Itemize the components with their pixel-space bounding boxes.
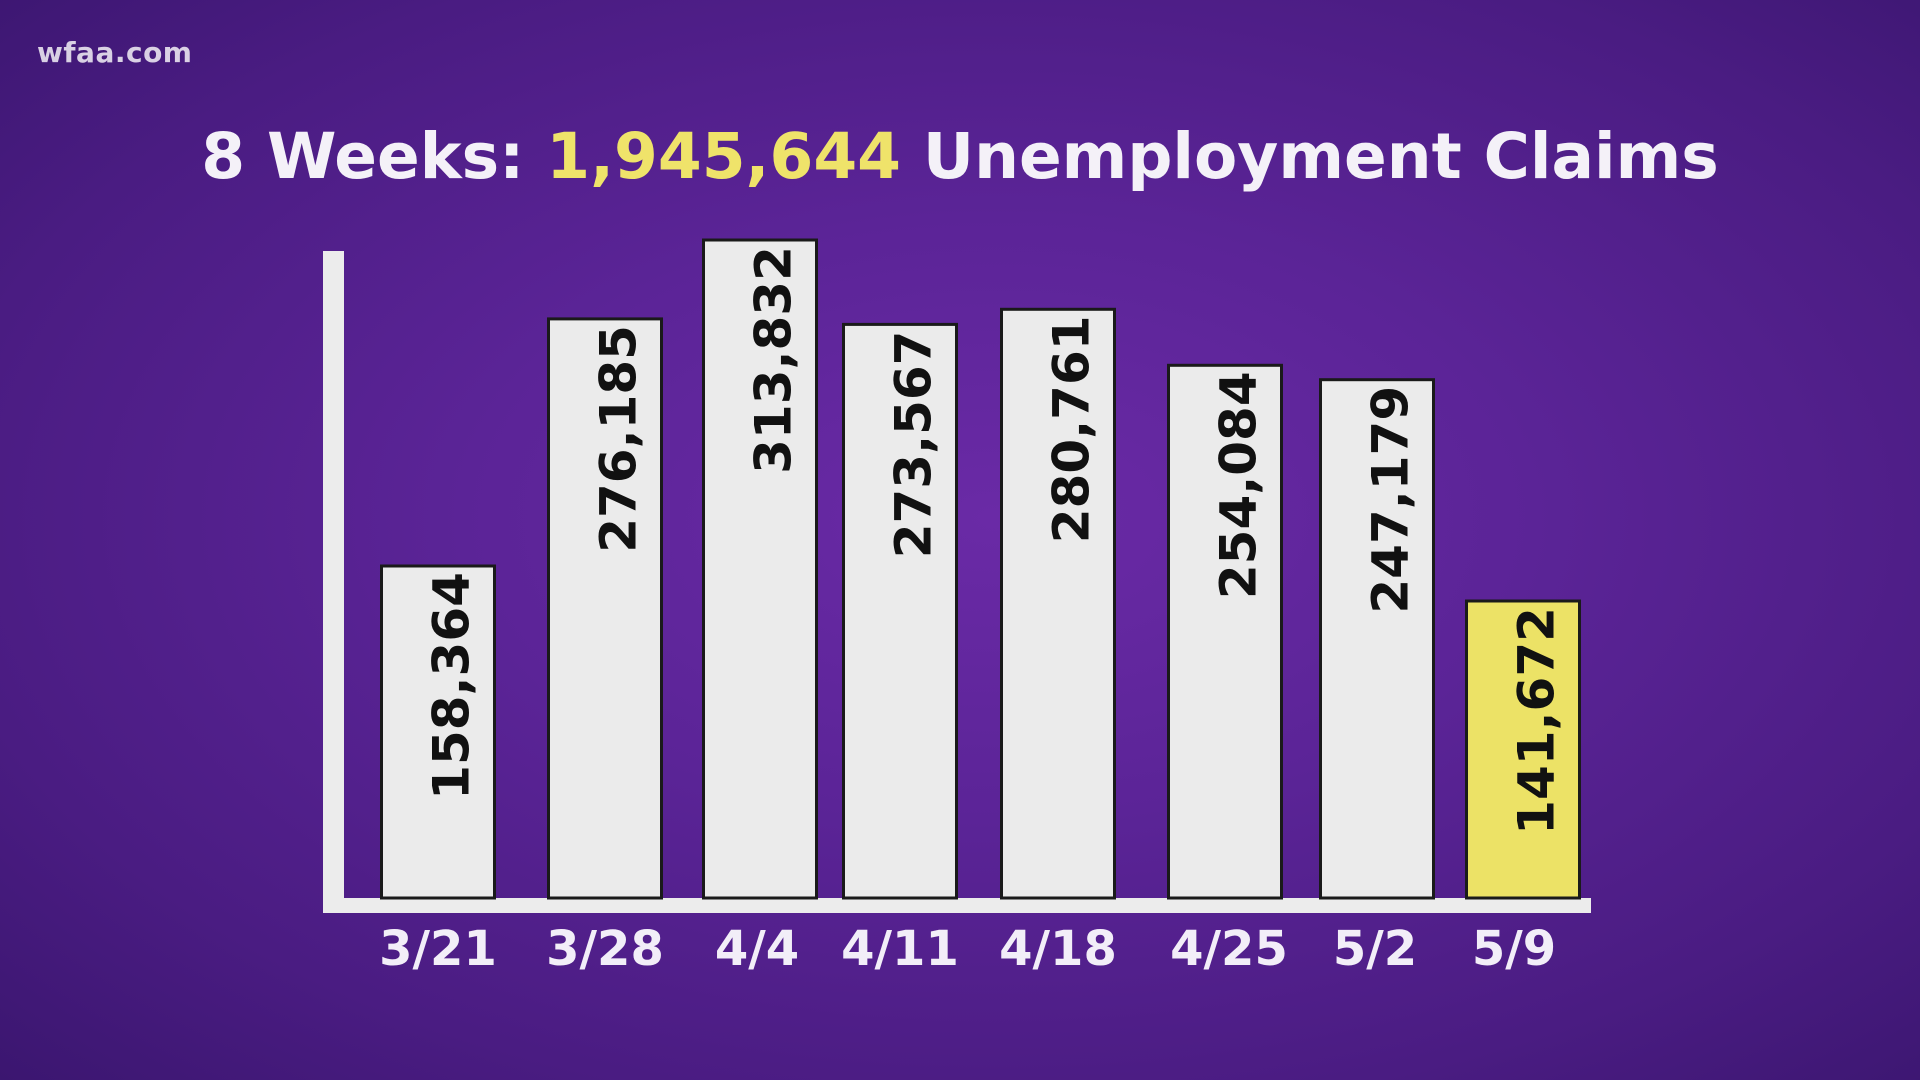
bar [547, 317, 663, 900]
bar-value-label: 313,832 [745, 246, 803, 474]
bar [1319, 378, 1435, 900]
bar-value-label: 254,084 [1210, 371, 1268, 599]
bar-highlighted [1465, 599, 1581, 900]
bar-value-label: 141,672 [1508, 607, 1566, 835]
bar-value-label: 276,185 [590, 325, 648, 553]
title-suffix: Unemployment Claims [901, 120, 1719, 193]
bar [842, 322, 958, 900]
title-total: 1,945,644 [546, 120, 901, 193]
x-tick-label: 3/28 [546, 921, 664, 977]
chart-title: 8 Weeks: 1,945,644 Unemployment Claims [0, 112, 1920, 202]
x-tick-label: 4/18 [999, 921, 1117, 977]
title-prefix: 8 Weeks: [201, 120, 547, 193]
bars-group: 158,364 3/21 276,185 3/28 313,832 4/4 273,567 4… [379, 238, 1581, 977]
bar [702, 238, 818, 900]
x-axis-line [323, 898, 1591, 913]
bar [380, 564, 496, 900]
x-tick-label: 5/9 [1472, 921, 1556, 977]
x-tick-label: 4/11 [841, 921, 959, 977]
bar-value-label: 158,364 [423, 572, 481, 800]
bar-value-label: 280,761 [1043, 315, 1101, 543]
bar [1000, 307, 1116, 900]
bar [1167, 363, 1283, 900]
watermark-logo-text: wfaa.com [37, 36, 193, 69]
bar-value-label: 247,179 [1362, 386, 1420, 614]
y-axis-line [323, 251, 344, 912]
bar-value-label: 273,567 [885, 331, 943, 559]
x-tick-label: 4/4 [715, 921, 799, 977]
x-tick-label: 5/2 [1333, 921, 1417, 977]
x-tick-label: 4/25 [1170, 921, 1288, 977]
x-tick-label: 3/21 [379, 921, 497, 977]
